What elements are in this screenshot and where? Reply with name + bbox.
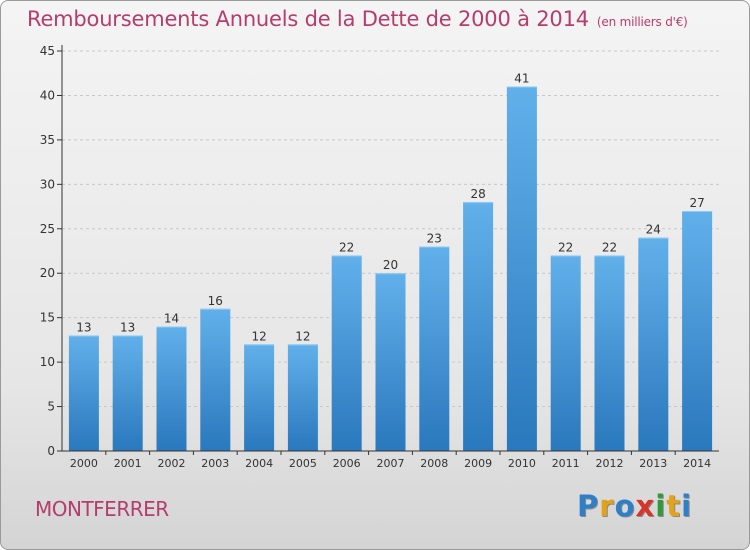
bar-2008 bbox=[419, 246, 450, 451]
x-tick-label: 2012 bbox=[596, 457, 624, 470]
x-tick-label: 2003 bbox=[201, 457, 229, 470]
bars bbox=[68, 86, 713, 452]
bar-2007 bbox=[375, 273, 406, 451]
y-tick-label: 40 bbox=[40, 88, 55, 102]
logo-letter: i bbox=[655, 489, 667, 523]
y-tick-label: 30 bbox=[40, 177, 55, 191]
bar-2000 bbox=[68, 335, 99, 451]
y-tick-label: 25 bbox=[40, 222, 55, 236]
x-tick-label: 2011 bbox=[552, 457, 580, 470]
data-label: 28 bbox=[470, 187, 485, 201]
y-tick-label: 15 bbox=[40, 311, 55, 325]
bar-2010 bbox=[506, 86, 537, 452]
logo-letter: i bbox=[681, 489, 693, 523]
y-axis-ticks: 0 5 10 15 20 25 30 35 40 45 bbox=[40, 44, 62, 458]
commune-name: MONTFERRER bbox=[35, 497, 169, 521]
x-tick-label: 2008 bbox=[420, 457, 448, 470]
data-label: 22 bbox=[339, 240, 354, 254]
logo-letter: x bbox=[635, 489, 656, 523]
x-tick-label: 2013 bbox=[639, 457, 667, 470]
logo-letter: r bbox=[599, 489, 615, 523]
axes bbox=[61, 45, 719, 452]
x-tick-label: 2002 bbox=[158, 457, 186, 470]
data-label: 13 bbox=[76, 320, 91, 334]
data-label: 41 bbox=[514, 72, 529, 86]
x-tick-label: 2009 bbox=[464, 457, 492, 470]
chart-title: Remboursements Annuels de la Dette de 20… bbox=[27, 7, 688, 31]
logo-letter: P bbox=[577, 489, 600, 523]
x-tick-label: 2007 bbox=[377, 457, 405, 470]
proxiti-logo: Proxiti bbox=[577, 489, 692, 523]
bar-2003 bbox=[200, 308, 231, 451]
data-label: 12 bbox=[251, 329, 266, 343]
data-label: 24 bbox=[646, 223, 661, 237]
y-tick-label: 35 bbox=[40, 133, 55, 147]
bar-2011 bbox=[550, 255, 581, 451]
x-tick-label: 2004 bbox=[245, 457, 273, 470]
y-tick-label: 10 bbox=[40, 355, 55, 369]
bar-2005 bbox=[287, 344, 318, 451]
data-label: 16 bbox=[208, 294, 223, 308]
x-tick-label: 2010 bbox=[508, 457, 536, 470]
data-label: 27 bbox=[689, 196, 704, 210]
bar-2001 bbox=[112, 335, 143, 451]
chart-subtitle: (en milliers d'€) bbox=[596, 15, 688, 29]
logo-letter: t bbox=[666, 489, 682, 523]
bar-2014 bbox=[682, 211, 713, 451]
bar-2012 bbox=[594, 255, 625, 451]
bar-2006 bbox=[331, 255, 362, 451]
x-tick-label: 2001 bbox=[114, 457, 142, 470]
logo-letter: o bbox=[614, 489, 636, 523]
x-tick-label: 2014 bbox=[683, 457, 711, 470]
x-tick-label: 2005 bbox=[289, 457, 317, 470]
data-label: 12 bbox=[295, 329, 310, 343]
bar-2009 bbox=[463, 202, 494, 451]
y-tick-label: 45 bbox=[40, 44, 55, 58]
y-tick-label: 5 bbox=[47, 400, 55, 414]
data-label: 20 bbox=[383, 258, 398, 272]
x-axis-ticks: 2000 2001 2002 2003 2004 2005 2006 2007 2008 2009… bbox=[70, 451, 711, 470]
bar-2002 bbox=[156, 326, 187, 451]
data-label: 14 bbox=[164, 312, 179, 326]
data-label: 22 bbox=[558, 240, 573, 254]
x-tick-label: 2000 bbox=[70, 457, 98, 470]
data-labels: 13 13 14 16 12 12 22 20 23 28 41 22 22 24 27 bbox=[76, 72, 704, 344]
data-label: 22 bbox=[602, 240, 617, 254]
bar-2004 bbox=[244, 344, 275, 451]
data-label: 13 bbox=[120, 320, 135, 334]
data-label: 23 bbox=[427, 232, 442, 246]
y-tick-label: 20 bbox=[40, 266, 55, 280]
bar-2013 bbox=[638, 237, 669, 451]
chart-title-text: Remboursements Annuels de la Dette de 20… bbox=[27, 7, 589, 31]
y-tick-label: 0 bbox=[47, 444, 55, 458]
x-tick-label: 2006 bbox=[333, 457, 361, 470]
